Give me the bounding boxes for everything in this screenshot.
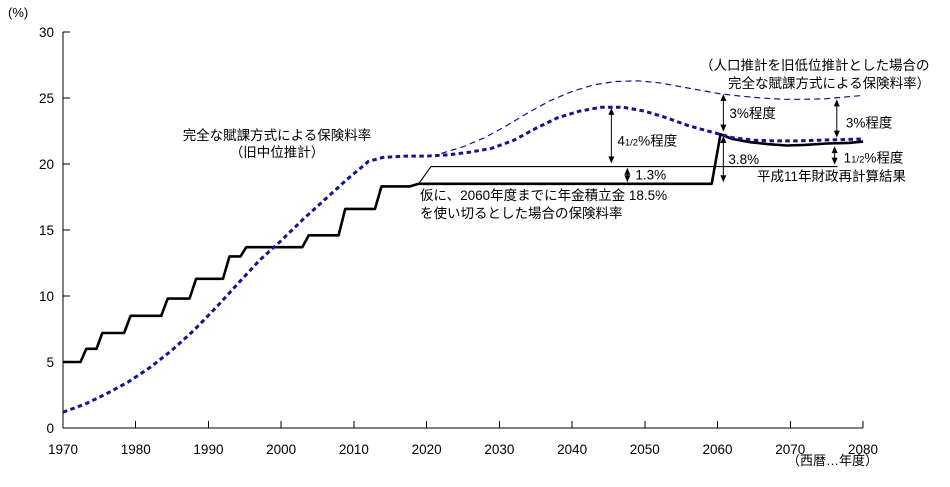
axes: [62, 31, 864, 429]
annotation-arrow-diff-3pct-2060: 3%程度: [720, 94, 776, 132]
annotation-label-diff-3p8: 3.8%: [728, 152, 759, 167]
annotation-arrow-diff-4half: 41/2%程度: [608, 107, 677, 164]
arrowhead-up: [624, 167, 631, 175]
x-tick-label: 2000: [266, 442, 296, 457]
y-tick-label: 15: [39, 223, 54, 238]
chart-label-payg-mid-line1: 完全な賦課方式による保険料率: [183, 127, 372, 143]
arrowhead-up: [720, 94, 727, 102]
x-tick-label: 1990: [193, 442, 223, 457]
y-axis-unit-label: (%): [8, 5, 28, 20]
annotation-arrow-diff-1p3: 1.3%: [624, 167, 666, 182]
x-tick-label: 1970: [48, 442, 78, 457]
chart-label-heisei11-label: 平成11年財政再計算結果: [757, 169, 907, 184]
series-actual-and-hypothetical: [63, 133, 864, 364]
annotation-label-diff-1half: 11/2%程度: [844, 150, 904, 165]
chart-label-hypothetical-line1: 仮に、2060年度までに年金積立金 18.5%: [420, 188, 667, 203]
annotation-arrow-diff-3p8: 3.8%: [720, 136, 759, 183]
annotation-label-diff-3pct-2076: 3%程度: [846, 115, 893, 130]
series-heisei11-recalc: [418, 166, 838, 185]
y-tick-label: 30: [39, 25, 54, 40]
annotation-label-diff-3pct-2060: 3%程度: [729, 106, 776, 121]
series-dashed-low-estimate: [441, 80, 864, 154]
x-tick-label: 2010: [339, 442, 369, 457]
arrowhead-up: [833, 99, 840, 107]
chart-label-hypothetical-line2: を使い切るとした場合の保険料率: [420, 205, 623, 221]
chart-label-payg-mid-line2: （旧中位推計）: [230, 145, 325, 160]
x-tick-label: 2030: [484, 442, 514, 457]
annotation-label-diff-1p3: 1.3%: [635, 167, 666, 182]
annotation-label-diff-4half: 41/2%程度: [617, 134, 677, 149]
y-tick-label: 0: [46, 421, 54, 436]
x-tick-label: 2040: [557, 442, 587, 457]
annotation-arrow-diff-1half: 11/2%程度: [831, 146, 904, 165]
chart-label-payg-low-line2: 完全な賦課方式による保険料率）: [728, 75, 930, 91]
x-tick-label: 2050: [630, 442, 660, 457]
arrowhead-down: [831, 157, 838, 165]
axis-frame: [62, 32, 863, 429]
arrowhead-down: [624, 175, 631, 183]
arrowhead-up: [831, 146, 838, 154]
annotation-arrow-diff-3pct-2076: 3%程度: [833, 99, 893, 138]
series-payg-mid-estimate: [62, 105, 864, 414]
y-tick-label: 5: [46, 355, 54, 370]
x-axis-note: （西暦…年度）: [787, 453, 878, 468]
annotations: 41/2%程度 1.3% 3.8% 3%程度 3%程度 11/2%程度 完全な賦課方式による…: [183, 58, 930, 221]
x-tick-label: 2080: [848, 442, 878, 457]
x-tick-label: 1980: [121, 442, 151, 457]
y-tick-label: 20: [39, 157, 54, 172]
x-tick-label: 2070: [775, 442, 805, 457]
arrowhead-down: [720, 175, 727, 183]
arrowhead-down: [720, 124, 727, 132]
y-tick-label: 10: [39, 289, 54, 304]
arrowhead-down: [833, 130, 840, 138]
arrowhead-up: [720, 136, 727, 144]
x-tick-label: 2060: [703, 442, 733, 457]
arrowhead-down: [608, 156, 615, 164]
chart-label-payg-low-line1: （人口推計を旧低位推計とした場合の: [700, 58, 930, 73]
arrowhead-up: [608, 107, 615, 115]
x-tick-label: 2020: [412, 442, 442, 457]
y-tick-label: 25: [39, 91, 54, 106]
